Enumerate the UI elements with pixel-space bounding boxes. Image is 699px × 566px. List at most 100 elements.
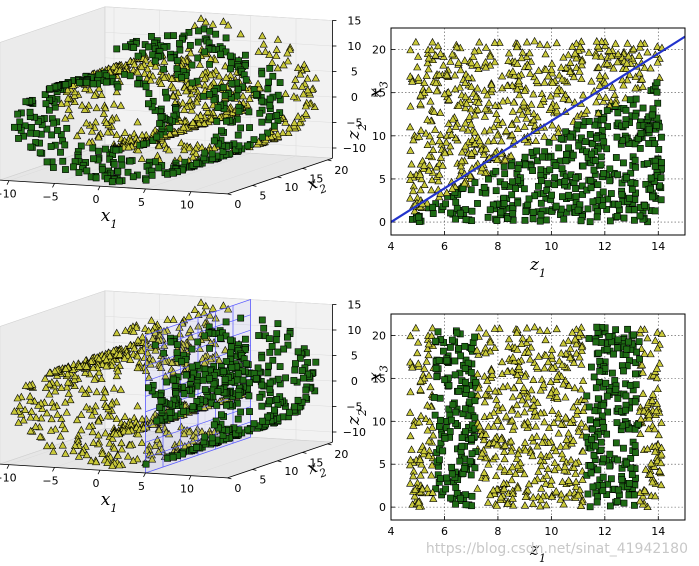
triangle-point	[281, 89, 290, 98]
square-point	[603, 346, 611, 353]
triangle-point	[574, 427, 583, 435]
triangle-point	[592, 97, 601, 106]
triangle-point	[75, 362, 84, 370]
triangle-point	[415, 502, 424, 510]
square-point	[258, 118, 266, 126]
square-point	[223, 401, 230, 409]
square-point	[176, 40, 183, 47]
square-point	[572, 193, 580, 201]
triangle-point	[447, 130, 456, 138]
square-point	[590, 451, 598, 459]
triangle-point	[120, 128, 130, 136]
square-point	[429, 203, 437, 211]
triangle-point	[657, 480, 666, 489]
triangle-point	[82, 118, 91, 127]
square-point	[533, 147, 541, 155]
triangle-point	[524, 347, 533, 356]
triangle-point	[480, 86, 489, 94]
triangle-point	[201, 101, 210, 109]
square-point	[234, 370, 242, 377]
triangle-point	[648, 396, 657, 404]
x2-tick	[227, 193, 232, 196]
square-point	[15, 135, 22, 142]
triangle-point	[497, 71, 507, 80]
triangle-point	[520, 372, 529, 380]
x3-tick-label: 15	[347, 299, 361, 312]
triangle-point	[502, 126, 511, 134]
square-point	[588, 436, 595, 443]
triangle-point	[467, 120, 476, 128]
square-point	[637, 130, 645, 137]
square-point	[612, 439, 620, 447]
triangle-point	[513, 370, 522, 379]
square-point	[587, 469, 595, 477]
square-point	[178, 358, 185, 365]
x-tick-label: 4	[388, 525, 395, 538]
triangle-point	[169, 315, 178, 323]
triangle-point	[278, 128, 287, 137]
triangle-point	[507, 120, 516, 129]
triangle-point	[31, 413, 41, 421]
square-point	[90, 155, 97, 163]
triangle-point	[94, 368, 104, 376]
triangle-point	[566, 58, 575, 66]
square-point	[266, 102, 274, 109]
triangle-point	[405, 175, 415, 183]
triangle-point	[576, 42, 585, 50]
x1-axis-label: x1	[101, 490, 118, 515]
triangle-point	[508, 392, 517, 401]
square-point	[467, 186, 475, 194]
triangle-point	[512, 400, 521, 409]
triangle-point	[533, 441, 542, 450]
triangle-point	[480, 397, 489, 406]
triangle-point	[180, 429, 189, 438]
triangle-point	[512, 328, 521, 337]
triangle-point	[236, 29, 245, 38]
square-point	[480, 183, 488, 191]
square-point	[167, 338, 175, 346]
triangle-point	[115, 460, 124, 469]
triangle-point	[186, 332, 195, 341]
triangle-point	[88, 427, 97, 436]
triangle-point	[611, 99, 620, 107]
triangle-point	[90, 91, 99, 99]
square-point	[284, 341, 292, 349]
triangle-point	[129, 327, 138, 335]
square-point	[273, 111, 280, 119]
y-tick-label: 10	[372, 130, 386, 143]
square-point	[235, 107, 243, 115]
square-point	[604, 123, 612, 130]
square-point	[259, 417, 266, 425]
square-point	[302, 394, 310, 401]
triangle-point	[147, 455, 157, 463]
triangle-point	[178, 98, 187, 107]
triangle-point	[92, 103, 101, 112]
square-point	[260, 324, 268, 332]
triangle-point	[559, 94, 568, 102]
square-point	[525, 195, 533, 203]
square-point	[214, 104, 222, 112]
triangle-point	[446, 57, 455, 65]
x2-tick	[302, 452, 307, 454]
triangle-point	[638, 389, 648, 397]
triangle-point	[587, 77, 596, 85]
triangle-point	[82, 402, 91, 411]
square-point	[442, 485, 449, 493]
square-point	[145, 43, 153, 51]
square-point	[312, 358, 320, 366]
square-point	[493, 217, 501, 224]
triangle-point	[424, 436, 434, 445]
triangle-point	[640, 349, 649, 357]
triangle-point	[420, 78, 429, 86]
square-point	[27, 129, 34, 137]
triangle-point	[85, 422, 94, 430]
triangle-point	[474, 384, 483, 392]
triangle-point	[26, 396, 35, 404]
square-point	[504, 215, 512, 222]
triangle-point	[416, 376, 425, 385]
triangle-point	[523, 486, 532, 494]
square-point	[217, 50, 224, 58]
triangle-point	[655, 466, 664, 475]
triangle-point	[635, 51, 644, 59]
square-point	[620, 214, 628, 222]
